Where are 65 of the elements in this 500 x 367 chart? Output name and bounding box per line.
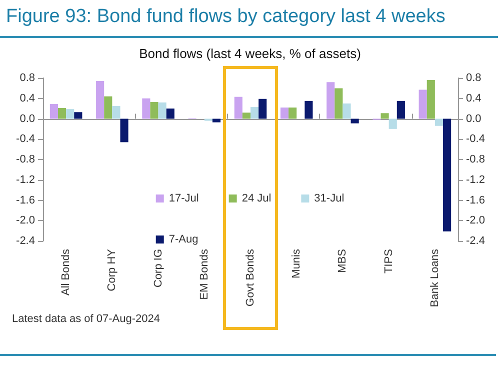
y-tick-label: -2.0 xyxy=(16,214,35,227)
y-tick-label: 0.0 xyxy=(20,112,35,125)
legend-label: 24 Jul xyxy=(242,192,272,204)
bar xyxy=(418,90,427,119)
y2-tick-label: -2.4 xyxy=(466,235,485,247)
bar xyxy=(280,108,289,119)
bar xyxy=(334,88,343,119)
legend-label: 17-Jul xyxy=(168,192,199,204)
x-tick-label: Corp HY xyxy=(106,248,118,292)
bar xyxy=(396,100,405,119)
x-tick-label: Corp IG xyxy=(152,249,164,288)
bar xyxy=(74,112,82,119)
bar xyxy=(326,82,335,119)
y-tick-label: -1.6 xyxy=(16,194,35,206)
bar xyxy=(388,118,397,129)
bar xyxy=(443,118,452,232)
x-tick-label: TIPS xyxy=(382,249,395,274)
x-tick-label: MBS xyxy=(336,249,349,273)
text: Latest data as of 07-Aug-2024 xyxy=(12,313,160,325)
y-tick-label: 0.4 xyxy=(20,92,35,104)
y-tick-label: -0.8 xyxy=(16,154,35,166)
bar xyxy=(104,96,112,119)
bar xyxy=(288,108,297,119)
x-tick-label: Govt Bonds xyxy=(244,248,256,306)
y-tick-label: -2.4 xyxy=(16,235,35,247)
bar xyxy=(380,113,389,119)
x-tick-label: Munis xyxy=(290,248,303,278)
y2-tick-label: -2.0 xyxy=(466,214,485,227)
chart-subtitle: Bond flows (last 4 weeks, % of assets) xyxy=(139,46,361,61)
bar xyxy=(96,81,104,119)
legend-label: 7-Aug xyxy=(168,234,198,246)
y2-tick-label: 0.8 xyxy=(466,72,482,84)
bar xyxy=(150,102,158,119)
bar xyxy=(250,107,259,119)
y-tick-label: -1.2 xyxy=(16,174,35,186)
bar xyxy=(304,100,313,119)
y-tick-label: 0.8 xyxy=(20,72,35,84)
y2-tick-label: -0.4 xyxy=(466,133,485,146)
bar xyxy=(158,102,166,119)
bar xyxy=(166,108,174,119)
y2-tick-label: -1.6 xyxy=(466,194,485,206)
bar xyxy=(142,98,150,119)
y2-tick-label: 0.4 xyxy=(466,92,482,104)
legend-label: 31-Jul xyxy=(314,192,344,204)
bar xyxy=(350,118,359,124)
bar xyxy=(66,109,74,119)
x-tick-label: All Bonds xyxy=(60,248,72,296)
y2-tick-label: -1.2 xyxy=(466,174,485,186)
y2-tick-label: 0.0 xyxy=(466,112,482,125)
x-tick-label: EM Bonds xyxy=(198,248,210,300)
bar xyxy=(58,108,66,119)
y-tick-label: -0.4 xyxy=(16,133,35,146)
y2-tick-label: -0.8 xyxy=(466,154,485,166)
bar xyxy=(212,118,221,122)
bar xyxy=(342,103,351,119)
x-tick-label: Bank Loans xyxy=(428,248,441,308)
bar xyxy=(242,112,250,119)
bar xyxy=(112,106,120,119)
bar xyxy=(426,80,435,119)
chart-title: Figure 93: Bond fund flows by category last 4 weeks xyxy=(6,6,446,28)
bar xyxy=(434,118,444,126)
bar xyxy=(258,98,267,119)
bar xyxy=(234,96,242,119)
bar xyxy=(120,118,128,142)
bar xyxy=(50,104,58,119)
